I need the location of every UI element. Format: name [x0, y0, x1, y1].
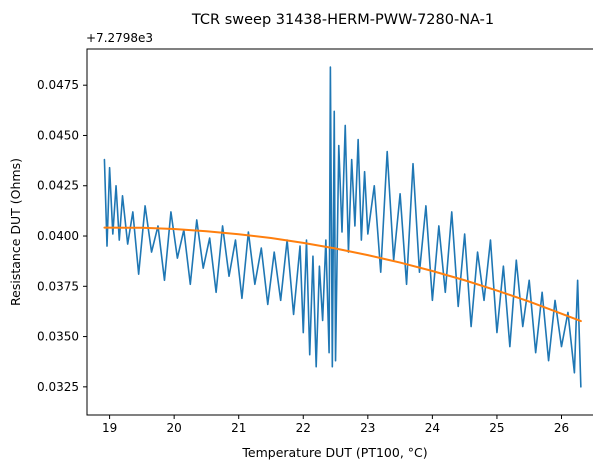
y-axis: 0.0325 0.0350 0.0375 0.0400 0.0425 0.0450 0.04…: [37, 78, 87, 394]
x-tick-label: 26: [554, 421, 569, 435]
x-axis: 19 20 21 22 23 24 25 26: [102, 415, 569, 435]
x-tick-label: 19: [102, 421, 117, 435]
x-tick-label: 21: [231, 421, 246, 435]
y-offset-label: +7.2798e3: [86, 31, 153, 45]
plot-frame: [86, 48, 593, 416]
plot-background: [87, 49, 593, 415]
y-tick-label: 0.0475: [37, 78, 79, 92]
series-layer: [103, 66, 582, 388]
plot-area: [87, 49, 593, 415]
x-tick-label: 22: [296, 421, 311, 435]
y-tick-label: 0.0425: [37, 179, 79, 193]
y-tick-label: 0.0350: [37, 330, 79, 344]
chart-title: TCR sweep 31438-HERM-PWW-7280-NA-1: [191, 12, 494, 28]
y-axis-label: Resistance DUT (Ohms): [8, 158, 23, 306]
y-tick-label: 0.0375: [37, 279, 79, 293]
x-tick-label: 25: [489, 421, 504, 435]
x-tick-label: 20: [167, 421, 182, 435]
y-tick-label: 0.0450: [37, 128, 79, 142]
x-axis-label: Temperature DUT (PT100, °C): [241, 445, 427, 460]
y-tick-label: 0.0325: [37, 380, 79, 394]
measured-series-line: [103, 66, 582, 388]
y-tick-label: 0.0400: [37, 229, 79, 243]
fit-series-line: [103, 226, 582, 323]
x-tick-label: 24: [425, 421, 440, 435]
x-tick-label: 23: [360, 421, 375, 435]
